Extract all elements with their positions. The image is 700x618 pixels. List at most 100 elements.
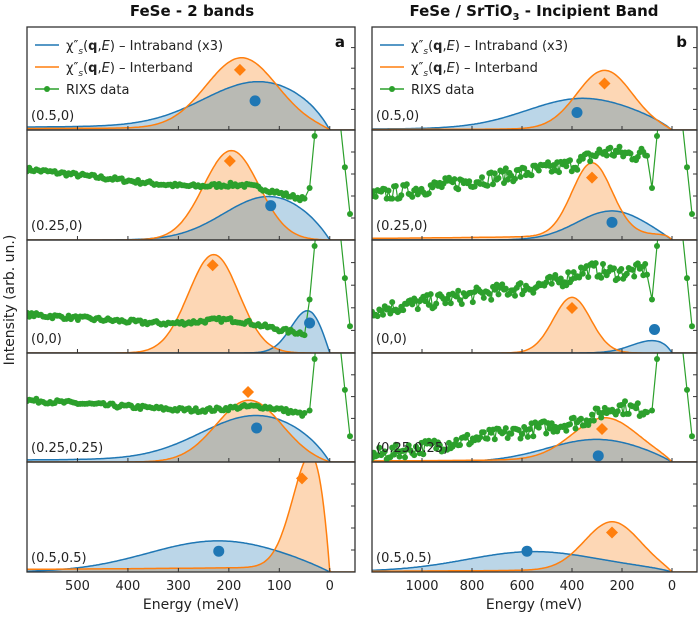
rixs-point <box>669 83 675 89</box>
intraband-peak-marker <box>265 200 277 212</box>
rixs-point <box>543 430 550 437</box>
rixs-point <box>409 193 416 200</box>
intraband-line <box>27 540 355 572</box>
x-tick-label: 0 <box>326 579 334 594</box>
rixs-point <box>622 398 628 405</box>
rixs-point <box>585 274 592 280</box>
rixs-point <box>311 133 318 139</box>
rixs-point <box>469 299 476 306</box>
rixs-point <box>447 300 454 307</box>
subplot-b-2: (0,0) <box>371 83 698 354</box>
panel-a-x-axis-label: Energy (meV) <box>143 597 239 613</box>
interband-fill <box>372 417 697 462</box>
rixs-point <box>380 311 386 318</box>
rixs-point <box>347 211 353 217</box>
rixs-point <box>567 157 573 164</box>
rixs-point <box>642 261 649 267</box>
rixs-point <box>311 356 318 362</box>
q-label: (0.25,0.25) <box>31 441 103 456</box>
rixs-point <box>623 270 630 277</box>
q-label: (0.25,0) <box>31 219 83 234</box>
rixs-point <box>548 280 555 287</box>
interband-line <box>372 69 697 130</box>
rixs-point <box>563 427 570 434</box>
subplot-a-1: (0.25,0) <box>26 29 356 241</box>
rixs-point <box>341 164 348 171</box>
interband-fill <box>27 254 355 353</box>
rixs-point <box>508 430 515 437</box>
rixs-point <box>484 435 491 442</box>
legend-label-interband: χ″s(q,E) – Interband <box>411 61 538 79</box>
subplot-a-0: (0.5,0) <box>26 26 356 131</box>
x-tick-label: 1000 <box>405 579 438 594</box>
interband-line <box>27 149 355 240</box>
q-label: (0.5,0.5) <box>376 551 432 566</box>
rixs-point <box>616 143 623 150</box>
rixs-point <box>634 153 641 160</box>
x-tick-label: 300 <box>166 579 191 594</box>
x-tick-label: 400 <box>560 579 585 594</box>
intraband-peak-marker <box>521 545 533 557</box>
x-tick-label: 800 <box>460 579 485 594</box>
rixs-point <box>634 260 641 267</box>
rixs-point <box>372 193 379 200</box>
rixs-point <box>405 442 412 449</box>
rixs-point <box>557 275 564 282</box>
interband-line <box>27 462 355 572</box>
interband-peak-marker <box>566 302 578 315</box>
rixs-point <box>491 436 498 443</box>
rixs-point <box>684 275 690 282</box>
interband-line <box>372 162 697 240</box>
intraband-peak-marker <box>304 317 316 329</box>
rixs-point <box>528 172 535 179</box>
intraband-fill <box>372 340 697 353</box>
rixs-point <box>611 152 617 159</box>
x-tick-label: 400 <box>116 579 141 594</box>
rixs-point <box>488 296 495 303</box>
intraband-line <box>27 195 355 240</box>
rixs-point <box>512 175 518 182</box>
rixs-point <box>567 421 573 428</box>
q-label: (0.5,0) <box>376 109 419 124</box>
interband-fill <box>27 462 355 572</box>
legend: χ″s(q,E) – Intraband (x3) χ″s(q,E) – Inte… <box>380 39 568 98</box>
rixs-point <box>603 152 610 159</box>
intraband-peak-marker <box>649 323 660 335</box>
rixs-point <box>376 444 383 451</box>
rixs-point <box>458 301 465 307</box>
legend-marker <box>389 86 395 92</box>
rixs-point <box>556 169 562 176</box>
rixs-point <box>436 442 443 449</box>
rixs-point <box>614 275 621 282</box>
rixs-point <box>403 181 410 188</box>
interband-peak-marker <box>223 154 236 167</box>
rixs-point <box>502 165 509 172</box>
subplot-a-2: (0,0) <box>26 136 356 354</box>
rixs-point <box>689 323 695 330</box>
rixs-point <box>322 29 328 35</box>
subplot-frame <box>26 461 356 573</box>
legend-label-interband: χ″s(q,E) – Interband <box>66 61 193 79</box>
rixs-point <box>502 425 509 432</box>
rixs-point <box>429 184 436 191</box>
rixs-point <box>634 400 641 407</box>
rixs-point <box>453 436 460 443</box>
rixs-point <box>464 431 471 438</box>
rixs-point <box>524 433 531 440</box>
rixs-point <box>579 270 586 277</box>
rixs-point <box>491 286 498 293</box>
rixs-point <box>398 192 405 199</box>
rixs-point <box>517 435 524 442</box>
rixs-point <box>684 164 690 171</box>
subplot-frame <box>371 461 698 573</box>
rixs-point <box>674 294 680 300</box>
rixs-point <box>535 424 542 431</box>
rixs-point <box>411 452 418 459</box>
interband-peak-marker <box>598 77 611 90</box>
interband-line <box>372 521 697 572</box>
rixs-point <box>322 136 328 142</box>
rixs-point <box>504 176 511 183</box>
rixs-point <box>400 307 407 314</box>
x-tick-label: 600 <box>510 579 535 594</box>
q-label: (0.25,0.25) <box>376 441 448 456</box>
